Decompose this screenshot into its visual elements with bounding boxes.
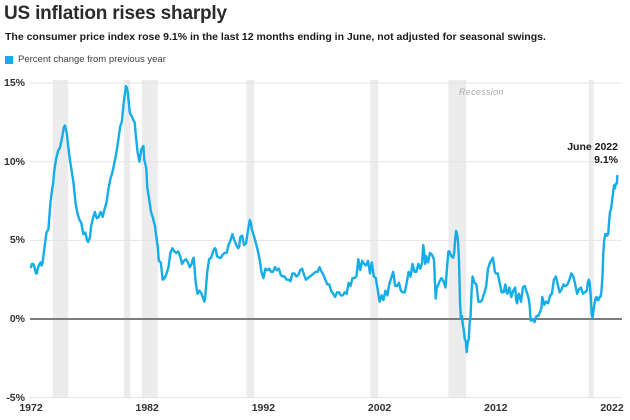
- y-tick-label: -5%: [6, 391, 25, 404]
- page-title: US inflation rises sharply: [4, 3, 227, 24]
- x-tick-label: 2002: [367, 402, 392, 414]
- x-tick-label: 1982: [135, 402, 159, 414]
- x-tick-label: 1972: [19, 402, 43, 414]
- recession-band: [246, 80, 255, 398]
- y-tick-label: 15%: [3, 77, 25, 90]
- y-tick-label: 5%: [9, 234, 25, 247]
- annotation-date: June 2022: [567, 141, 618, 153]
- legend: Percent change from previous year: [5, 54, 166, 65]
- chart-subtitle: The consumer price index rose 9.1% in th…: [5, 31, 546, 43]
- recession-annotation-label: Recession: [459, 87, 504, 97]
- x-tick-label: 2012: [484, 402, 508, 414]
- x-tick-label: 1992: [251, 402, 276, 414]
- inflation-series-line: [29, 84, 619, 354]
- y-tick-label: 0%: [9, 313, 25, 325]
- y-tick-label: 10%: [3, 155, 25, 168]
- legend-swatch-icon: [5, 55, 13, 64]
- recession-band: [588, 80, 594, 398]
- recession-band: [123, 80, 131, 398]
- x-tick-label: 2022: [600, 402, 624, 414]
- recession-band: [370, 80, 379, 398]
- legend-label: Percent change from previous year: [18, 54, 166, 65]
- latest-value-annotation: June 2022 9.1%: [567, 141, 618, 166]
- annotation-value: 9.1%: [594, 153, 618, 166]
